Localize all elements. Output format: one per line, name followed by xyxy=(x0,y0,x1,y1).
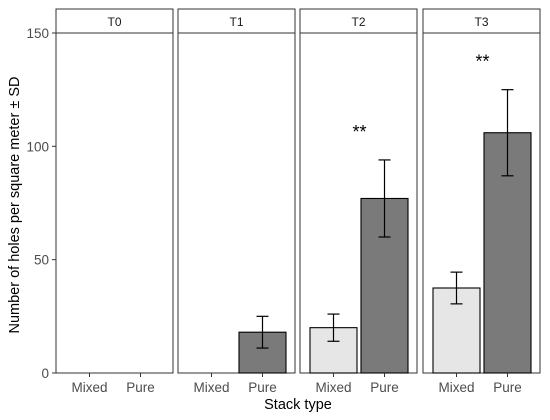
x-tick-label: Mixed xyxy=(315,380,351,395)
facet-strip xyxy=(299,8,418,34)
x-tick-label: Mixed xyxy=(193,380,229,395)
x-tick-label: Pure xyxy=(370,380,399,395)
significance-label: ** xyxy=(352,122,366,142)
x-axis-title: Stack type xyxy=(264,397,332,413)
y-tick-label: 0 xyxy=(41,366,49,381)
facet-strip-label: T1 xyxy=(229,15,243,29)
facet-strip xyxy=(55,8,174,34)
chart-panels: T0 Mixed Pure T1 Mixed Pure T2 Mixed Pure ** T3 Mix… xyxy=(55,8,541,395)
significance-label: ** xyxy=(475,52,489,72)
y-tick-label: 150 xyxy=(26,26,49,41)
y-axis-title: Number of holes per square meter ± SD xyxy=(7,77,23,334)
panel-frame xyxy=(55,32,174,374)
facet-panel-t3: T3 Mixed Pure ** xyxy=(422,8,541,395)
facet-strip-label: T2 xyxy=(351,15,365,29)
x-tick-label: Mixed xyxy=(438,380,474,395)
x-tick-label: Mixed xyxy=(71,380,107,395)
facet-strip xyxy=(177,8,296,34)
facet-panel-t0: T0 Mixed Pure xyxy=(55,8,174,395)
facet-panel-t1: T1 Mixed Pure xyxy=(177,8,296,395)
x-tick-label: Pure xyxy=(248,380,277,395)
y-tick-label: 100 xyxy=(26,139,49,154)
facet-panel-t2: T2 Mixed Pure ** xyxy=(299,8,418,395)
x-tick-label: Pure xyxy=(493,380,522,395)
y-tick-label: 50 xyxy=(34,253,49,268)
facet-strip-label: T3 xyxy=(474,15,488,29)
facet-strip-label: T0 xyxy=(107,15,121,29)
x-tick-label: Pure xyxy=(126,380,155,395)
panel-frame xyxy=(177,32,296,374)
y-axis: 0 50 100 150 xyxy=(26,26,56,381)
